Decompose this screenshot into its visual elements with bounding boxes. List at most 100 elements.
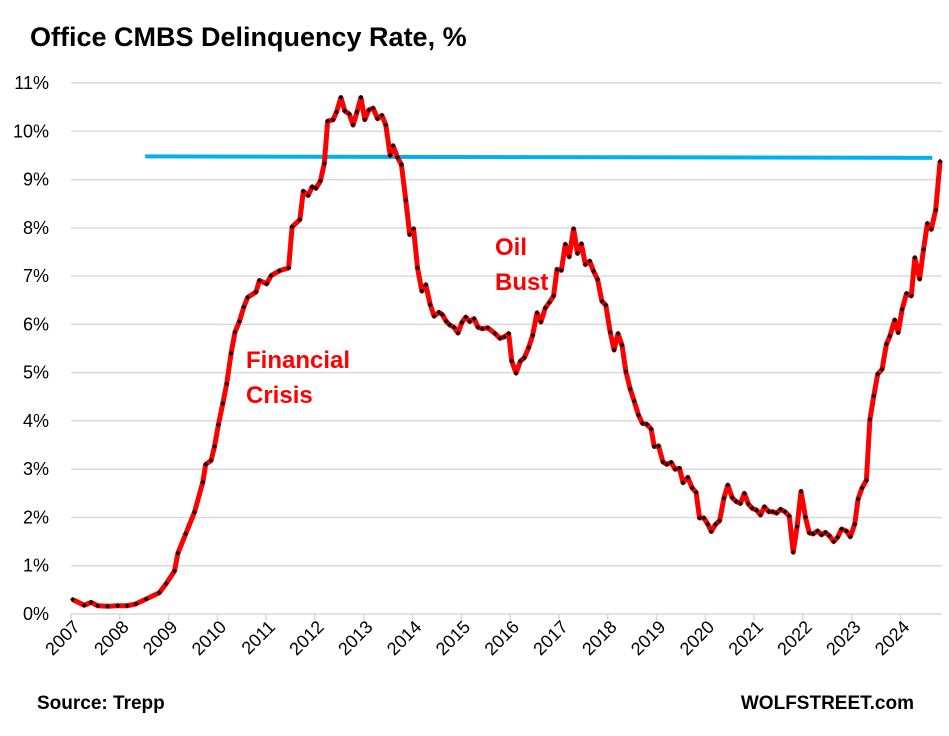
data-point [534,310,540,316]
data-point [835,534,841,540]
data-point [463,314,469,320]
data-point [778,506,784,512]
data-point [509,358,515,364]
data-point [236,318,242,324]
data-point [782,509,788,515]
x-tick-label: 2020 [676,617,718,659]
y-tick-label: 4% [23,411,49,431]
y-axis-ticks: 0% 1% 2% 3% 4% 5% 6% 7% 8% 9% 10% 11% [13,73,49,624]
data-point [451,324,457,330]
data-point [485,325,491,331]
data-point [859,485,865,491]
data-point [705,521,711,527]
data-point [933,207,939,213]
brand-label: WOLFSTREET.com [740,693,914,714]
data-point [471,316,477,322]
data-point [215,422,221,428]
data-point [191,509,197,515]
y-tick-label: 11% [14,73,49,93]
data-point [383,122,389,128]
annotation-bust: Bust [495,269,548,296]
x-tick-label: 2013 [334,617,376,659]
data-point [831,539,837,545]
data-point [115,603,121,609]
x-tick-label: 2024 [871,617,913,659]
data-point [741,490,747,496]
y-tick-label: 5% [23,363,49,383]
data-point [672,466,678,472]
data-point [245,294,251,300]
data-point [143,596,149,602]
data-point [749,505,755,511]
data-point [855,496,861,502]
data-point [806,530,812,536]
data-point [305,192,311,198]
data-point [423,282,429,288]
data-point [582,262,588,268]
data-point [208,458,214,464]
data-point [241,304,247,310]
y-tick-label: 0% [23,604,49,624]
data-point [656,443,662,449]
data-point [419,288,425,294]
data-point [325,118,331,124]
data-point [887,333,893,339]
data-point [892,317,898,323]
source-label: Source: Trepp [37,693,165,714]
data-point [497,335,503,341]
x-tick-label: 2019 [627,617,669,659]
data-point [443,318,449,324]
data-point [542,305,548,311]
data-point [852,521,858,527]
data-point [374,116,380,122]
data-point [414,265,420,271]
data-point [847,534,853,540]
data-point [200,479,206,485]
data-point [611,347,617,353]
data-point [321,161,327,167]
data-point [163,581,169,587]
data-point [794,524,800,530]
data-point [826,533,832,539]
data-point [713,521,719,527]
data-point [203,461,209,467]
data-point [492,331,498,337]
data-point [551,293,557,299]
data-point [761,504,767,510]
data-point [717,518,723,524]
data-point [738,500,744,506]
data-point [370,105,376,111]
data-point [171,568,177,574]
data-point [571,226,577,232]
annotation-crisis: Crisis [246,382,313,409]
x-tick-label: 2021 [725,617,767,659]
data-point [506,331,512,337]
data-point [88,599,94,605]
data-point [521,355,527,361]
annotation-oil: Oil [495,234,527,261]
data-point [211,444,217,450]
data-point [526,345,532,351]
data-point [745,501,751,507]
data-point [479,326,485,332]
data-point [664,461,670,467]
x-tick-label: 2010 [188,617,230,659]
data-point [333,109,339,115]
y-tick-label: 10% [13,121,49,141]
data-point [427,302,433,308]
data-point [350,122,356,128]
data-point [309,184,315,190]
data-point [475,324,481,330]
data-point [810,531,816,537]
data-point [822,529,828,535]
reference-line [145,154,933,160]
data-point [815,528,821,534]
data-point [436,309,442,315]
data-point [595,276,601,282]
data-point [387,152,393,158]
data-point [220,401,226,407]
data-point [554,266,560,272]
data-point [721,495,727,501]
data-point [623,369,629,375]
